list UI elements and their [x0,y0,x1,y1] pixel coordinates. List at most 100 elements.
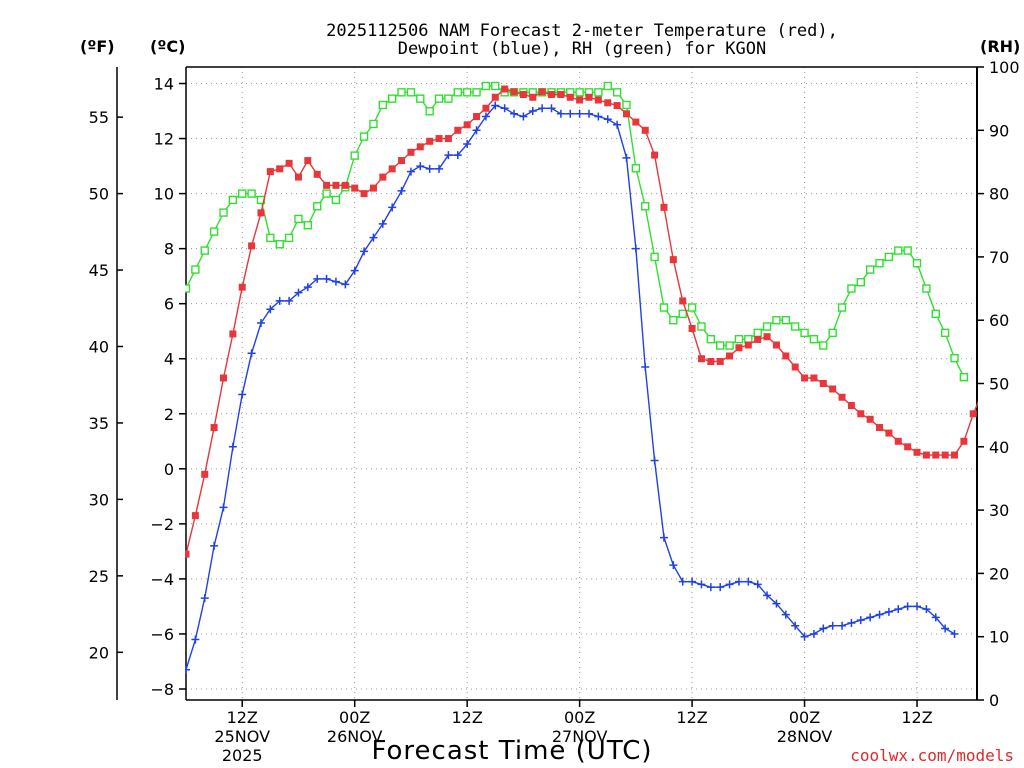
dewpoint-point [538,104,547,113]
temperature-point [782,352,790,360]
dewpoint-point [622,153,631,162]
fahrenheit-tick-label: 55 [89,108,109,127]
rh-point [406,88,416,97]
dewpoint-point [706,583,715,592]
temperature-point [669,256,677,264]
temperature-point [585,93,593,101]
temperature-point [932,451,940,459]
dewpoint-point [406,167,415,176]
temperature-point [885,429,893,437]
dewpoint-point [678,577,687,586]
temperature-point [622,110,630,118]
temperature-point [501,85,509,93]
dewpoint-point [941,624,950,633]
dewpoint-point [228,442,237,451]
rh-point [575,88,584,97]
celsius-tick-label: −2 [150,515,174,534]
rh-point [322,189,331,198]
credit-label: coolwx.com/models [850,746,1014,765]
dewpoint-point [331,277,340,286]
temperature-point [641,126,649,134]
temperature-point [604,99,612,107]
rh-point [275,240,284,249]
rh-tick-label: 90 [989,121,1009,140]
temperature-point [435,135,443,143]
dewpoint-point [566,109,575,118]
celsius-tick-label: 2 [164,405,174,424]
rh-point [303,221,313,230]
rh-point [238,189,247,198]
temperature-point [660,203,668,211]
temperature-point [857,410,865,418]
temperature-point [416,143,424,151]
dewpoint-point [856,616,865,625]
rh-point [612,88,622,97]
temperature-point [876,424,884,432]
temperature-point [707,357,715,365]
dewpoint-point [697,580,706,589]
temperature-point [594,96,602,104]
dewpoint-point [435,164,444,173]
dewpoint-point [894,605,903,614]
temperature-point [791,363,799,371]
gridlines [186,67,977,700]
dewpoint-point [191,635,200,644]
rh-tick-label: 10 [989,628,1009,647]
dewpoint-point [734,577,743,586]
rh-point [387,94,397,103]
rh-point [950,353,959,363]
dewpoint-point [416,162,425,171]
dewpoint-point [819,624,828,633]
x-axis-title: Forecast Time (UTC) [371,736,652,766]
temperature-point [838,393,846,401]
dewpoint-point [594,112,603,121]
x-date-label: 27NOV [552,727,608,746]
dewpoint-point [950,629,959,638]
rh-point [185,284,191,293]
dewpoint-point [659,533,668,542]
dewpoint-point [603,115,612,124]
dewpoint-point [631,244,640,253]
temperature-point [772,341,780,349]
rh-point [191,265,200,274]
rh-point [416,94,425,103]
dewpoint-point [866,613,875,622]
dewpoint-point [519,112,528,121]
dewpoint-point [397,186,406,195]
temperature-point [201,470,209,478]
temperature-point [801,374,809,382]
temperature-point [388,165,396,173]
dewpoint-point [547,104,556,113]
dewpoint-point [285,296,294,305]
rh-point [425,107,434,116]
dewpoint-point [510,109,519,118]
temperature-point [360,190,368,198]
temperature-point [951,451,959,459]
dewpoint-point [781,610,790,619]
temperature-point [810,374,818,382]
temperature-point [632,118,640,126]
rh-tick-label: 30 [989,501,1009,520]
dewpoint-point [753,580,762,589]
rh-point [453,88,462,97]
temperature-point [323,181,331,189]
rh-point [837,303,847,312]
temperature-point [922,451,930,459]
temperature-point [726,352,734,360]
rh-point [228,195,238,205]
temperature-point [491,93,499,101]
temperature-point [341,181,349,189]
temperature-point [266,168,274,176]
fahrenheit-tick-label: 35 [89,414,109,433]
dewpoint-point [256,318,265,327]
temperature-point [763,333,771,341]
temperature-point [576,96,584,104]
temperature-point [185,550,190,558]
x-year-label: 2025 [222,746,263,765]
rh-point [762,322,772,331]
temperature-point [557,91,565,99]
temperature-point [351,184,359,192]
rh-point [594,88,603,97]
dewpoint-point [341,280,350,289]
